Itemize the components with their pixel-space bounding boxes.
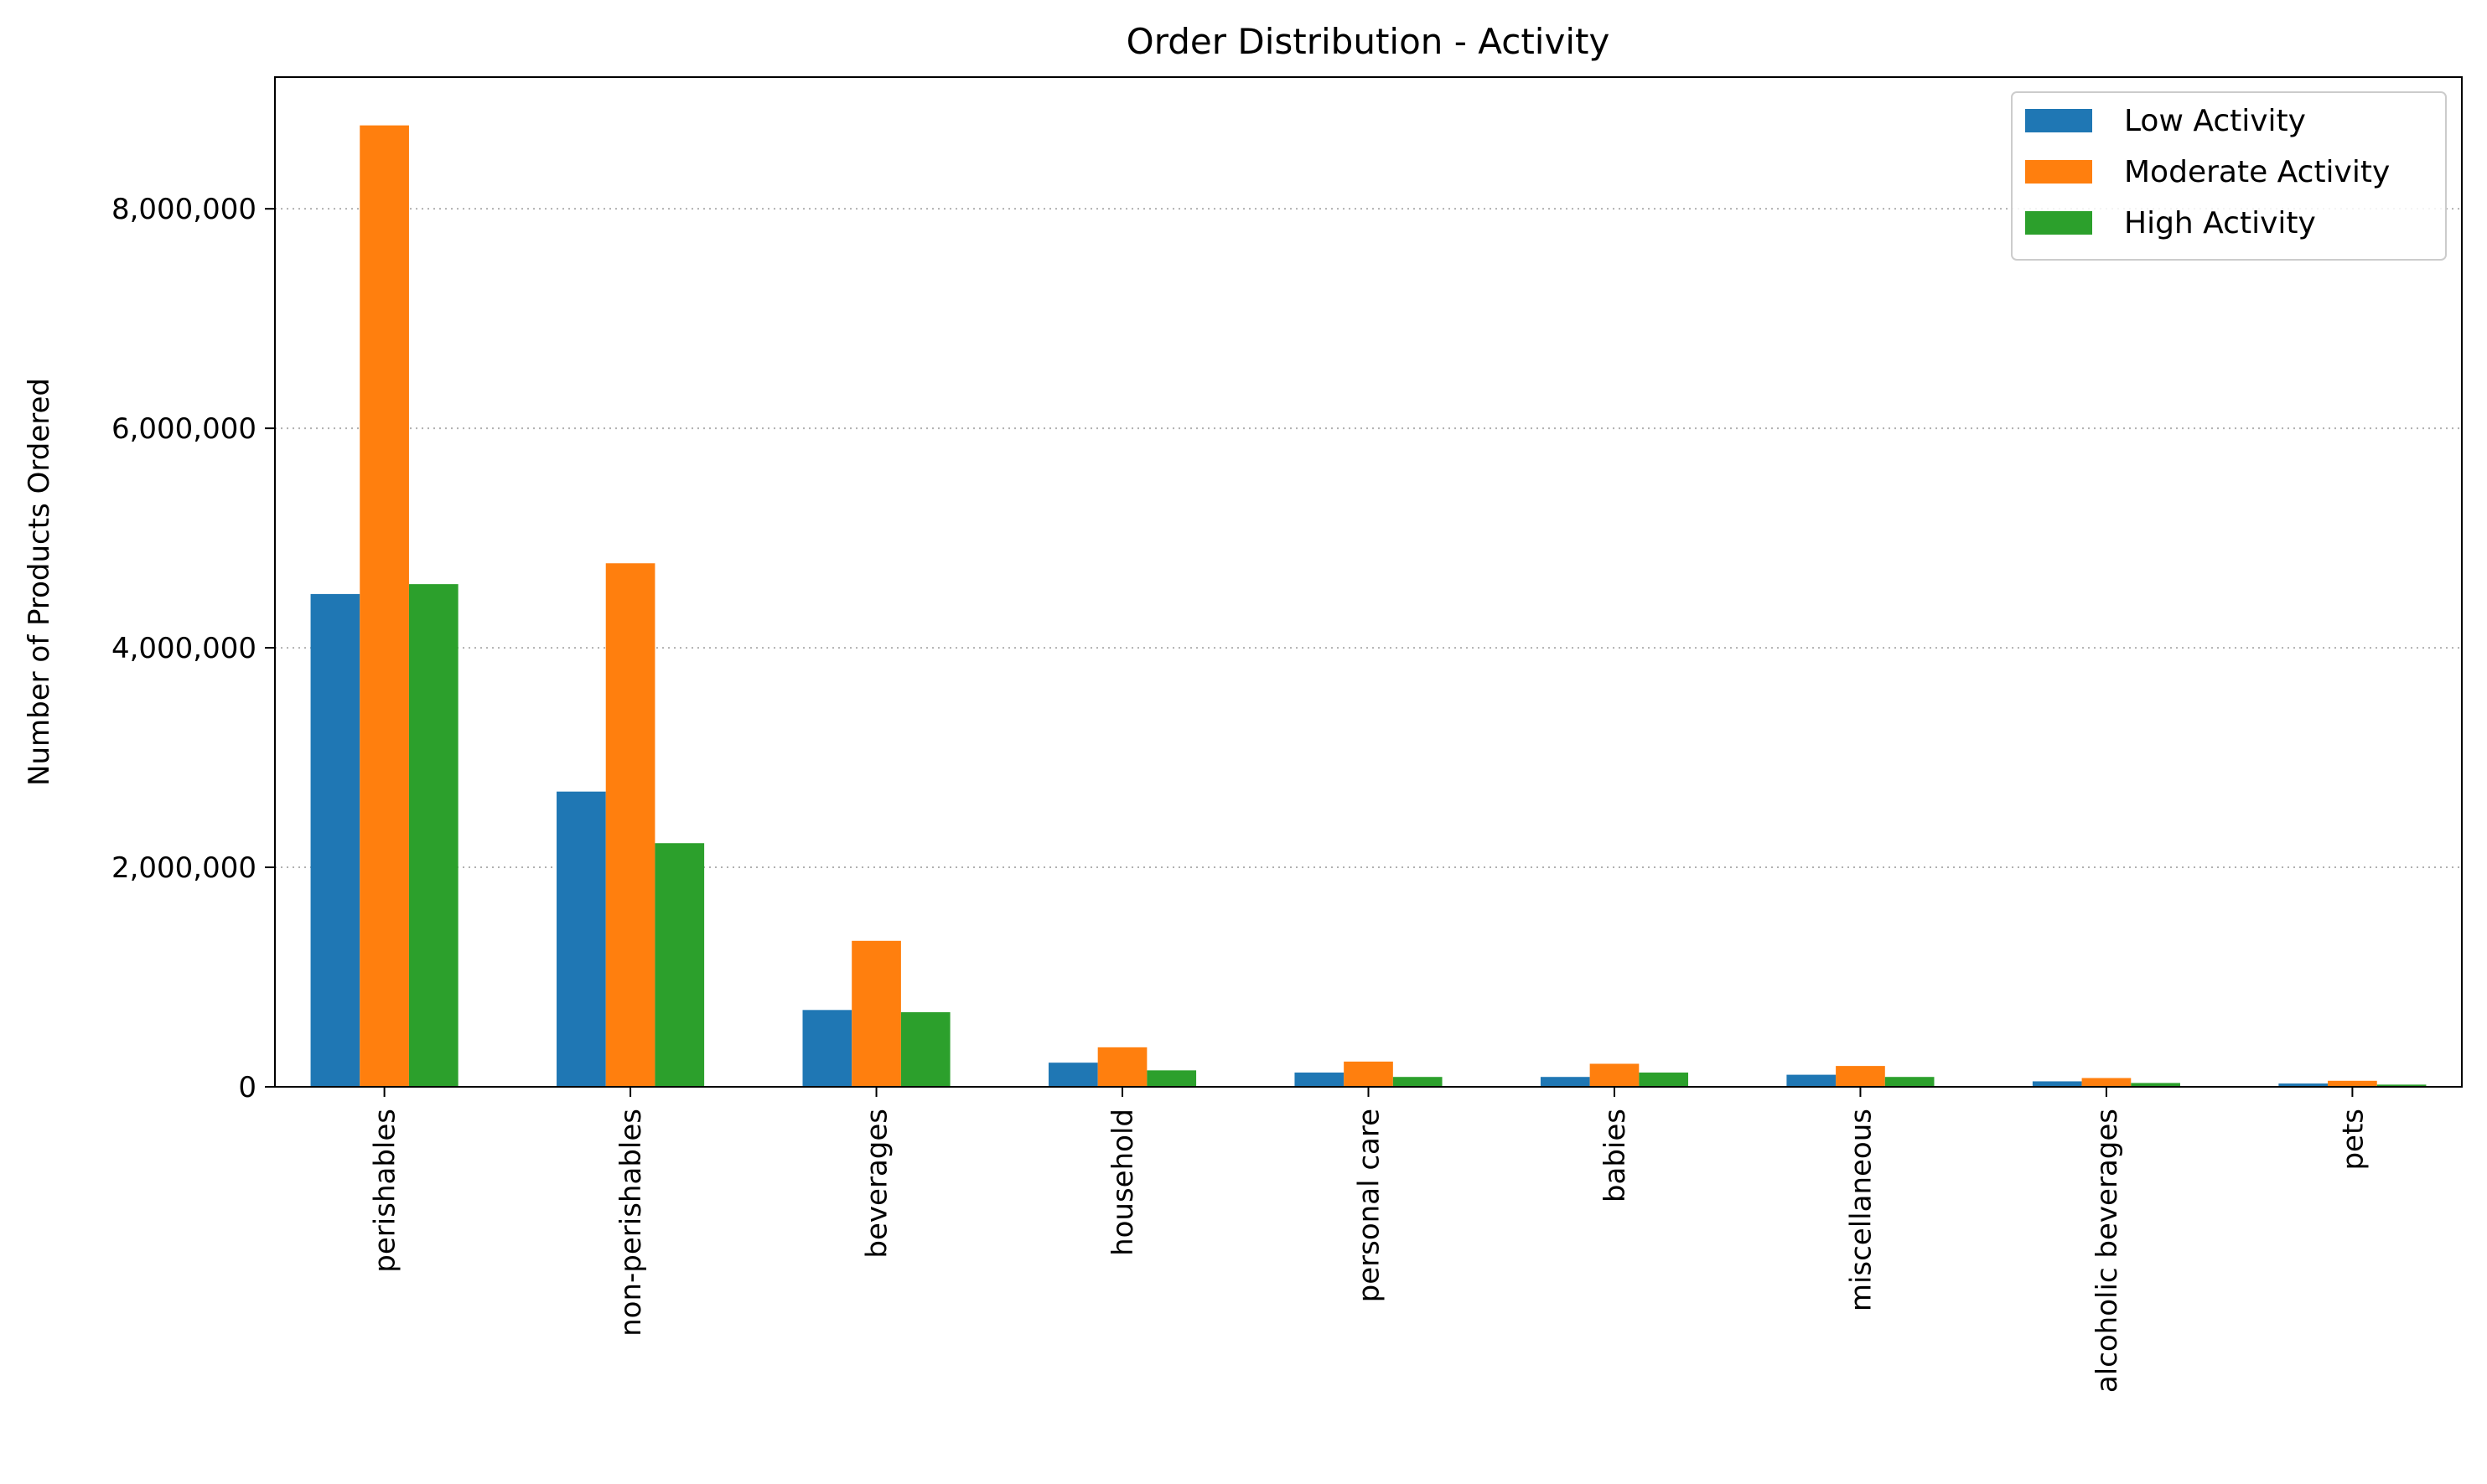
bar-high-activity <box>1639 1072 1689 1087</box>
legend-box <box>2011 91 2447 261</box>
bar-moderate-activity <box>1589 1063 1640 1087</box>
x-axis: perishables non-perishables beverages house… <box>369 1087 2370 1393</box>
y-tick-label: 4,000,000 <box>111 632 256 665</box>
y-tick-label: 6,000,000 <box>111 412 256 446</box>
x-tick-label: miscellaneous <box>1844 1109 1878 1311</box>
y-axis: 0 2,000,000 4,000,000 6,000,000 8,000,000 <box>111 193 275 1104</box>
bar-high-activity <box>1392 1077 1443 1087</box>
y-tick-label: 2,000,000 <box>111 851 256 885</box>
bar-low-activity <box>2032 1081 2082 1087</box>
bar-low-activity <box>802 1010 852 1087</box>
bar-low-activity <box>1294 1072 1345 1087</box>
x-tick-label: perishables <box>369 1109 402 1273</box>
x-tick-label: pets <box>2336 1109 2370 1171</box>
bar-low-activity <box>1786 1074 1837 1087</box>
x-tick-label: alcoholic beverages <box>2091 1109 2124 1393</box>
x-tick-label: personal care <box>1353 1109 1386 1302</box>
legend-swatch <box>2025 160 2092 184</box>
legend-swatch <box>2025 211 2092 235</box>
legend-label: Moderate Activity <box>2124 155 2390 189</box>
bar-high-activity <box>2131 1083 2180 1087</box>
bar-high-activity <box>900 1011 951 1087</box>
bar-high-activity <box>408 584 459 1087</box>
y-axis-label: Number of Products Ordered <box>23 378 56 786</box>
bar-low-activity <box>557 791 606 1087</box>
bar-moderate-activity <box>1836 1066 1885 1087</box>
x-tick-label: non-perishables <box>614 1109 648 1337</box>
chart-title: Order Distribution - Activity <box>1127 21 1610 62</box>
legend-label: High Activity <box>2124 206 2316 240</box>
bar-low-activity <box>310 593 360 1087</box>
bars <box>310 125 2427 1088</box>
bar-high-activity <box>1884 1077 1935 1087</box>
bar-high-activity <box>655 843 705 1087</box>
bar-moderate-activity <box>605 563 655 1087</box>
y-tick-label: 8,000,000 <box>111 193 256 226</box>
legend-label: Low Activity <box>2124 104 2306 138</box>
x-tick-label: beverages <box>861 1109 894 1259</box>
bar-moderate-activity <box>1344 1061 1393 1087</box>
bar-moderate-activity <box>2081 1078 2132 1087</box>
bar-moderate-activity <box>360 125 409 1088</box>
bar-moderate-activity <box>1097 1047 1148 1087</box>
bar-high-activity <box>2376 1084 2427 1087</box>
bar-moderate-activity <box>852 940 901 1087</box>
bar-moderate-activity <box>2328 1080 2377 1087</box>
x-tick-label: household <box>1106 1109 1140 1256</box>
x-tick-label: babies <box>1598 1109 1632 1202</box>
legend: Low Activity Moderate Activity High Activi… <box>2011 91 2447 261</box>
bar-low-activity <box>2278 1083 2329 1087</box>
bar-low-activity <box>1540 1077 1590 1087</box>
y-tick-label: 0 <box>238 1071 256 1104</box>
legend-swatch <box>2025 109 2092 132</box>
bar-low-activity <box>1048 1063 1098 1087</box>
bar-high-activity <box>1147 1070 1197 1087</box>
